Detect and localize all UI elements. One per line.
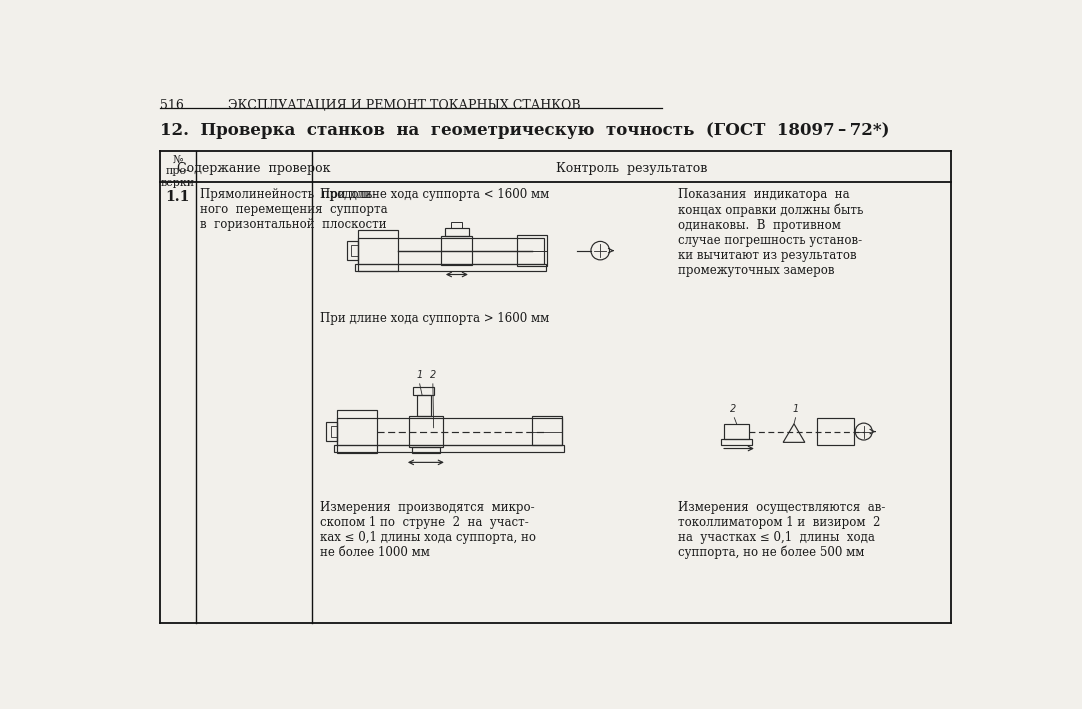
- Text: 2: 2: [729, 403, 736, 413]
- Bar: [358, 230, 398, 272]
- Text: 516: 516: [160, 99, 184, 112]
- Text: 1.1: 1.1: [166, 190, 190, 203]
- Text: 2: 2: [430, 369, 436, 380]
- Text: №
про-
верки: № про- верки: [161, 155, 195, 188]
- Bar: [358, 238, 543, 264]
- Text: При длине хода суппорта < 1600 мм: При длине хода суппорта < 1600 мм: [319, 189, 549, 201]
- Text: 1: 1: [792, 403, 799, 413]
- Bar: [413, 387, 434, 395]
- Bar: [337, 418, 562, 445]
- Bar: [441, 236, 473, 265]
- Text: Контроль  результатов: Контроль результатов: [555, 162, 707, 175]
- Bar: [721, 440, 752, 445]
- Text: 12.  Проверка  станков  на  геометрическую  точность  (ГОСТ  18097 – 72*): 12. Проверка станков на геометрическую т…: [160, 122, 889, 139]
- Bar: [337, 410, 377, 453]
- Bar: [724, 424, 749, 440]
- Bar: [517, 235, 546, 266]
- Bar: [532, 416, 562, 445]
- Bar: [446, 228, 469, 236]
- Bar: [352, 245, 358, 256]
- Bar: [451, 222, 462, 228]
- Text: При длине хода суппорта > 1600 мм: При длине хода суппорта > 1600 мм: [319, 312, 549, 325]
- Bar: [417, 395, 431, 416]
- Text: Показания  индикатора  на
концах оправки должны быть
одинаковы.  В  противном
сл: Показания индикатора на концах оправки д…: [677, 189, 863, 277]
- Bar: [409, 416, 443, 447]
- Text: Измерения  осуществляются  ав-
токоллиматором 1 и  визиром  2
на  участках ≤ 0,1: Измерения осуществляются ав- токоллимато…: [677, 501, 885, 559]
- Bar: [330, 426, 337, 437]
- Bar: [326, 423, 337, 441]
- Bar: [817, 418, 855, 445]
- Text: Содержание  проверок: Содержание проверок: [177, 162, 331, 175]
- Text: Измерения  производятся  микро-
скопом 1 по  струне  2  на  участ-
ках ≤ 0,1 дли: Измерения производятся микро- скопом 1 п…: [319, 501, 536, 559]
- Bar: [334, 445, 564, 452]
- Text: Прямолинейность  продоль-
ного  перемещения  суппорта
в  горизонтальной  плоскос: Прямолинейность продоль- ного перемещени…: [200, 189, 388, 231]
- Text: 1: 1: [417, 369, 423, 380]
- Text: ЭКСПЛУАТАЦИЯ И РЕМОНТ ТОКАРНЫХ СТАНКОВ: ЭКСПЛУАТАЦИЯ И РЕМОНТ ТОКАРНЫХ СТАНКОВ: [228, 99, 581, 112]
- Bar: [355, 264, 546, 272]
- Bar: [412, 447, 439, 453]
- Bar: [347, 241, 358, 260]
